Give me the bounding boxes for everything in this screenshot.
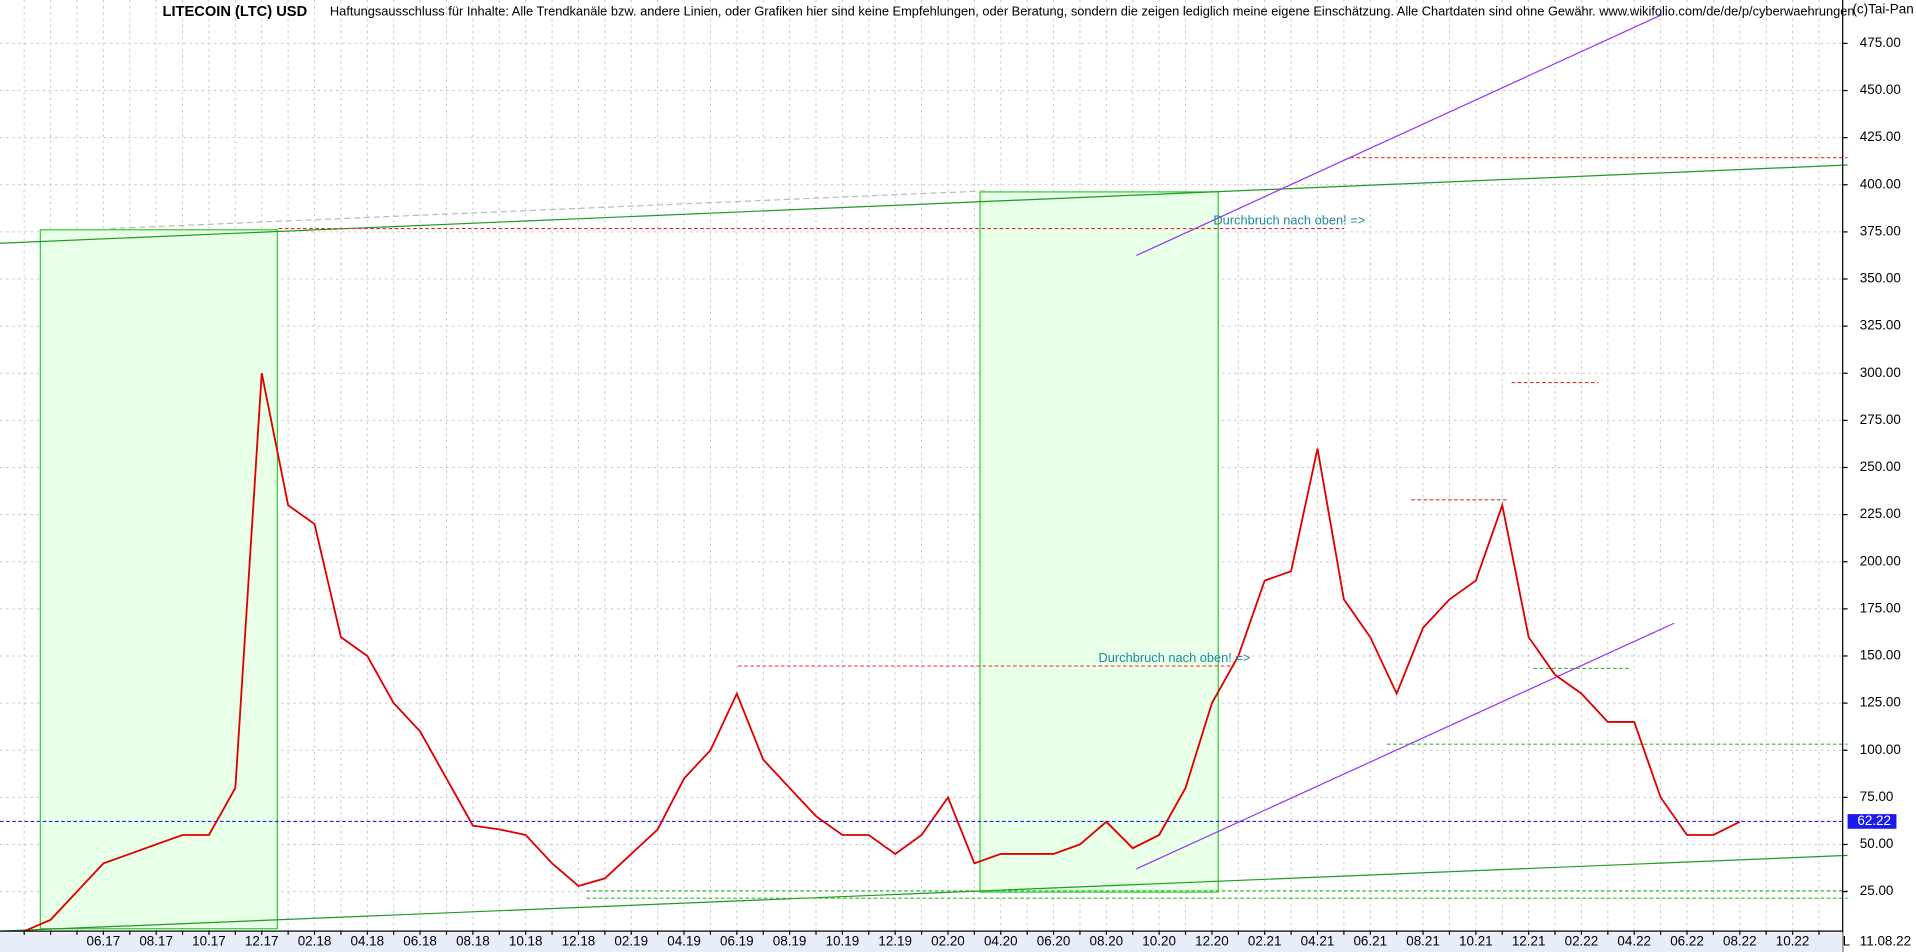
x-tick-label: 08.17 [139,934,173,949]
y-tick-label: 275.00 [1860,412,1901,427]
date-label: 11.08.22 [1860,934,1911,949]
x-tick-label: 08.20 [1090,934,1124,949]
x-tick-label: 06.19 [720,934,754,949]
x-tick-label: 04.18 [350,934,384,949]
y-tick-label: 100.00 [1860,742,1901,757]
y-tick-label: 175.00 [1860,600,1901,615]
x-tick-label: 10.19 [826,934,860,949]
corner-label: L [1843,934,1851,949]
y-tick-label: 375.00 [1860,223,1901,238]
x-tick-label: 12.21 [1512,934,1546,949]
copyright: (c)Tai-Pan [1852,1,1913,16]
x-tick-label: 02.19 [614,934,648,949]
x-tick-label: 12.20 [1195,934,1229,949]
y-tick-label: 125.00 [1860,695,1901,710]
last-price-box [1847,814,1897,829]
x-tick-label: 08.19 [773,934,807,949]
y-tick-label: 250.00 [1860,459,1901,474]
highlight-box [39,229,278,930]
y-tick-label: 300.00 [1860,365,1901,380]
data [23,373,1741,933]
x-tick-label: 02.22 [1565,934,1599,949]
x-tick-label: 10.18 [509,934,543,949]
x-tick-label: 10.21 [1459,934,1493,949]
grid [0,0,1843,932]
x-tick-label: 08.21 [1406,934,1440,949]
y-tick-label: 75.00 [1860,789,1894,804]
x-tick-label: 06.21 [1353,934,1387,949]
trend-line [0,854,1848,932]
x-tick-label: 12.19 [878,934,912,949]
x-tick-label: 04.20 [984,934,1018,949]
y-tick-label: 350.00 [1860,271,1901,286]
x-tick-label: 02.21 [1248,934,1282,949]
y-tick-label: 150.00 [1860,648,1901,663]
price-line [23,373,1741,933]
y-tick-label: 450.00 [1860,82,1901,97]
x-tick-label: 10.17 [192,934,226,949]
trend-line [1136,14,1663,256]
levels [278,157,1848,899]
disclaimer: Haftungsausschluss für Inhalte: Alle Tre… [330,4,1855,19]
y-tick-label: 25.00 [1860,883,1894,898]
y-tick-label: 50.00 [1860,836,1894,851]
trend-line [109,190,990,230]
x-tick-label: 06.17 [87,934,121,949]
x-tick-label: 08.22 [1723,934,1757,949]
highlight-box [979,191,1219,893]
last-price-label: 62.22 [1857,813,1891,828]
x-tick-label: 06.20 [1037,934,1071,949]
x-tick-label: 08.18 [456,934,490,949]
annotation: Durchbruch nach oben! => [1099,650,1251,665]
y-tick-label: 400.00 [1860,176,1901,191]
trend-line [1136,622,1675,870]
x-tick-label: 06.18 [403,934,437,949]
y-tick-label: 425.00 [1860,129,1901,144]
y-tick-label: 325.00 [1860,318,1901,333]
x-tick-label: 02.20 [931,934,965,949]
x-tick-label: 04.19 [667,934,701,949]
x-tick-label: 06.22 [1670,934,1704,949]
x-tick-label: 12.18 [562,934,596,949]
chart-title: LITECOIN (LTC) USD [163,4,308,20]
trend-line [0,164,1848,244]
x-tick-label: 10.22 [1776,934,1810,949]
y-tick-label: 200.00 [1860,553,1901,568]
x-tick-label: 04.21 [1301,934,1335,949]
x-tick-label: 02.18 [298,934,332,949]
x-tick-label: 10.20 [1142,934,1176,949]
x-tick-label: 12.17 [245,934,279,949]
y-tick-label: 475.00 [1860,35,1901,50]
annotation: Durchbruch nach oben! => [1213,213,1365,228]
y-tick-label: 225.00 [1860,506,1901,521]
x-axis-band [0,932,1843,952]
x-tick-label: 04.22 [1617,934,1651,949]
